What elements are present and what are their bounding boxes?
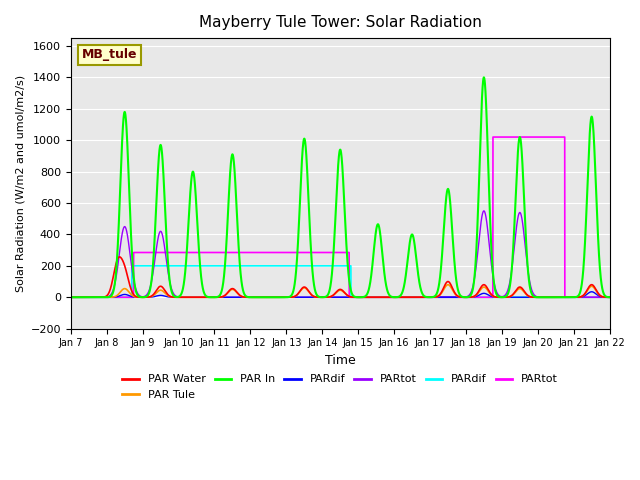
- PARtot: [461, 294, 468, 300]
- PARtot: [492, 286, 499, 292]
- Line: PARtot: PARtot: [71, 137, 610, 297]
- PAR Water: [67, 294, 75, 300]
- Line: PAR Tule: PAR Tule: [71, 285, 610, 297]
- PAR Water: [431, 294, 439, 300]
- PAR Tule: [461, 294, 468, 300]
- PARtot: [461, 294, 468, 300]
- PARdif: [320, 263, 328, 269]
- PARdif: [318, 294, 326, 300]
- PAR In: [461, 294, 468, 300]
- Y-axis label: Solar Radiation (W/m2 and umol/m2/s): Solar Radiation (W/m2 and umol/m2/s): [15, 75, 25, 292]
- PARdif: [431, 294, 439, 300]
- PARdif: [605, 294, 613, 300]
- PARtot: [480, 208, 488, 214]
- PARdif: [492, 294, 499, 300]
- PARtot: [67, 294, 75, 300]
- PARtot: [606, 294, 614, 300]
- PAR Water: [492, 294, 499, 300]
- PAR Water: [164, 291, 172, 297]
- PARdif: [606, 294, 614, 300]
- Line: PAR Water: PAR Water: [71, 257, 610, 297]
- PAR In: [492, 288, 499, 294]
- PAR Tule: [605, 294, 613, 300]
- PAR In: [320, 294, 328, 300]
- PARtot: [67, 294, 75, 300]
- PARdif: [128, 263, 136, 269]
- PARdif: [164, 263, 172, 269]
- PARtot: [164, 266, 172, 272]
- PARdif: [67, 294, 75, 300]
- PARdif: [67, 294, 75, 300]
- PARdif: [606, 294, 614, 300]
- PARdif: [588, 289, 595, 295]
- Line: PAR In: PAR In: [71, 77, 610, 297]
- PARtot: [320, 294, 328, 300]
- PAR Water: [390, 294, 397, 300]
- PAR Tule: [606, 294, 614, 300]
- PARtot: [605, 294, 613, 300]
- PAR Water: [606, 294, 614, 300]
- PAR Tule: [67, 294, 75, 300]
- PAR Water: [461, 294, 469, 300]
- PARtot: [318, 294, 326, 300]
- PAR Tule: [164, 292, 172, 298]
- PARtot: [489, 134, 497, 140]
- Line: PARdif: PARdif: [71, 292, 610, 297]
- PAR Tule: [320, 294, 328, 300]
- Text: MB_tule: MB_tule: [81, 48, 137, 61]
- PAR In: [431, 293, 439, 299]
- Line: PARdif: PARdif: [71, 266, 610, 297]
- PAR Water: [116, 254, 124, 260]
- PARtot: [164, 250, 172, 255]
- Title: Mayberry Tule Tower: Solar Radiation: Mayberry Tule Tower: Solar Radiation: [199, 15, 482, 30]
- PARdif: [431, 294, 439, 300]
- Line: PARtot: PARtot: [71, 211, 610, 297]
- X-axis label: Time: Time: [325, 354, 356, 367]
- PAR In: [67, 294, 75, 300]
- PARdif: [320, 294, 328, 300]
- PAR In: [606, 294, 614, 300]
- PARtot: [492, 134, 499, 140]
- PARdif: [461, 294, 468, 300]
- PARtot: [320, 250, 328, 255]
- PAR Water: [605, 294, 613, 300]
- PARtot: [431, 294, 439, 300]
- PARdif: [461, 294, 468, 300]
- PAR Tule: [492, 294, 499, 300]
- PARtot: [431, 294, 439, 300]
- Legend: PAR Water, PAR Tule, PAR In, PARdif, PARtot, PARdif, PARtot: PAR Water, PAR Tule, PAR In, PARdif, PAR…: [118, 370, 563, 405]
- PAR In: [164, 254, 172, 260]
- PAR Tule: [444, 282, 452, 288]
- PARdif: [492, 294, 499, 300]
- PARtot: [605, 294, 613, 300]
- PAR In: [605, 294, 613, 300]
- PARtot: [606, 294, 614, 300]
- PAR Tule: [431, 294, 439, 300]
- PAR Water: [320, 294, 328, 300]
- PARdif: [605, 294, 613, 300]
- PAR In: [480, 74, 488, 80]
- PARdif: [164, 294, 172, 300]
